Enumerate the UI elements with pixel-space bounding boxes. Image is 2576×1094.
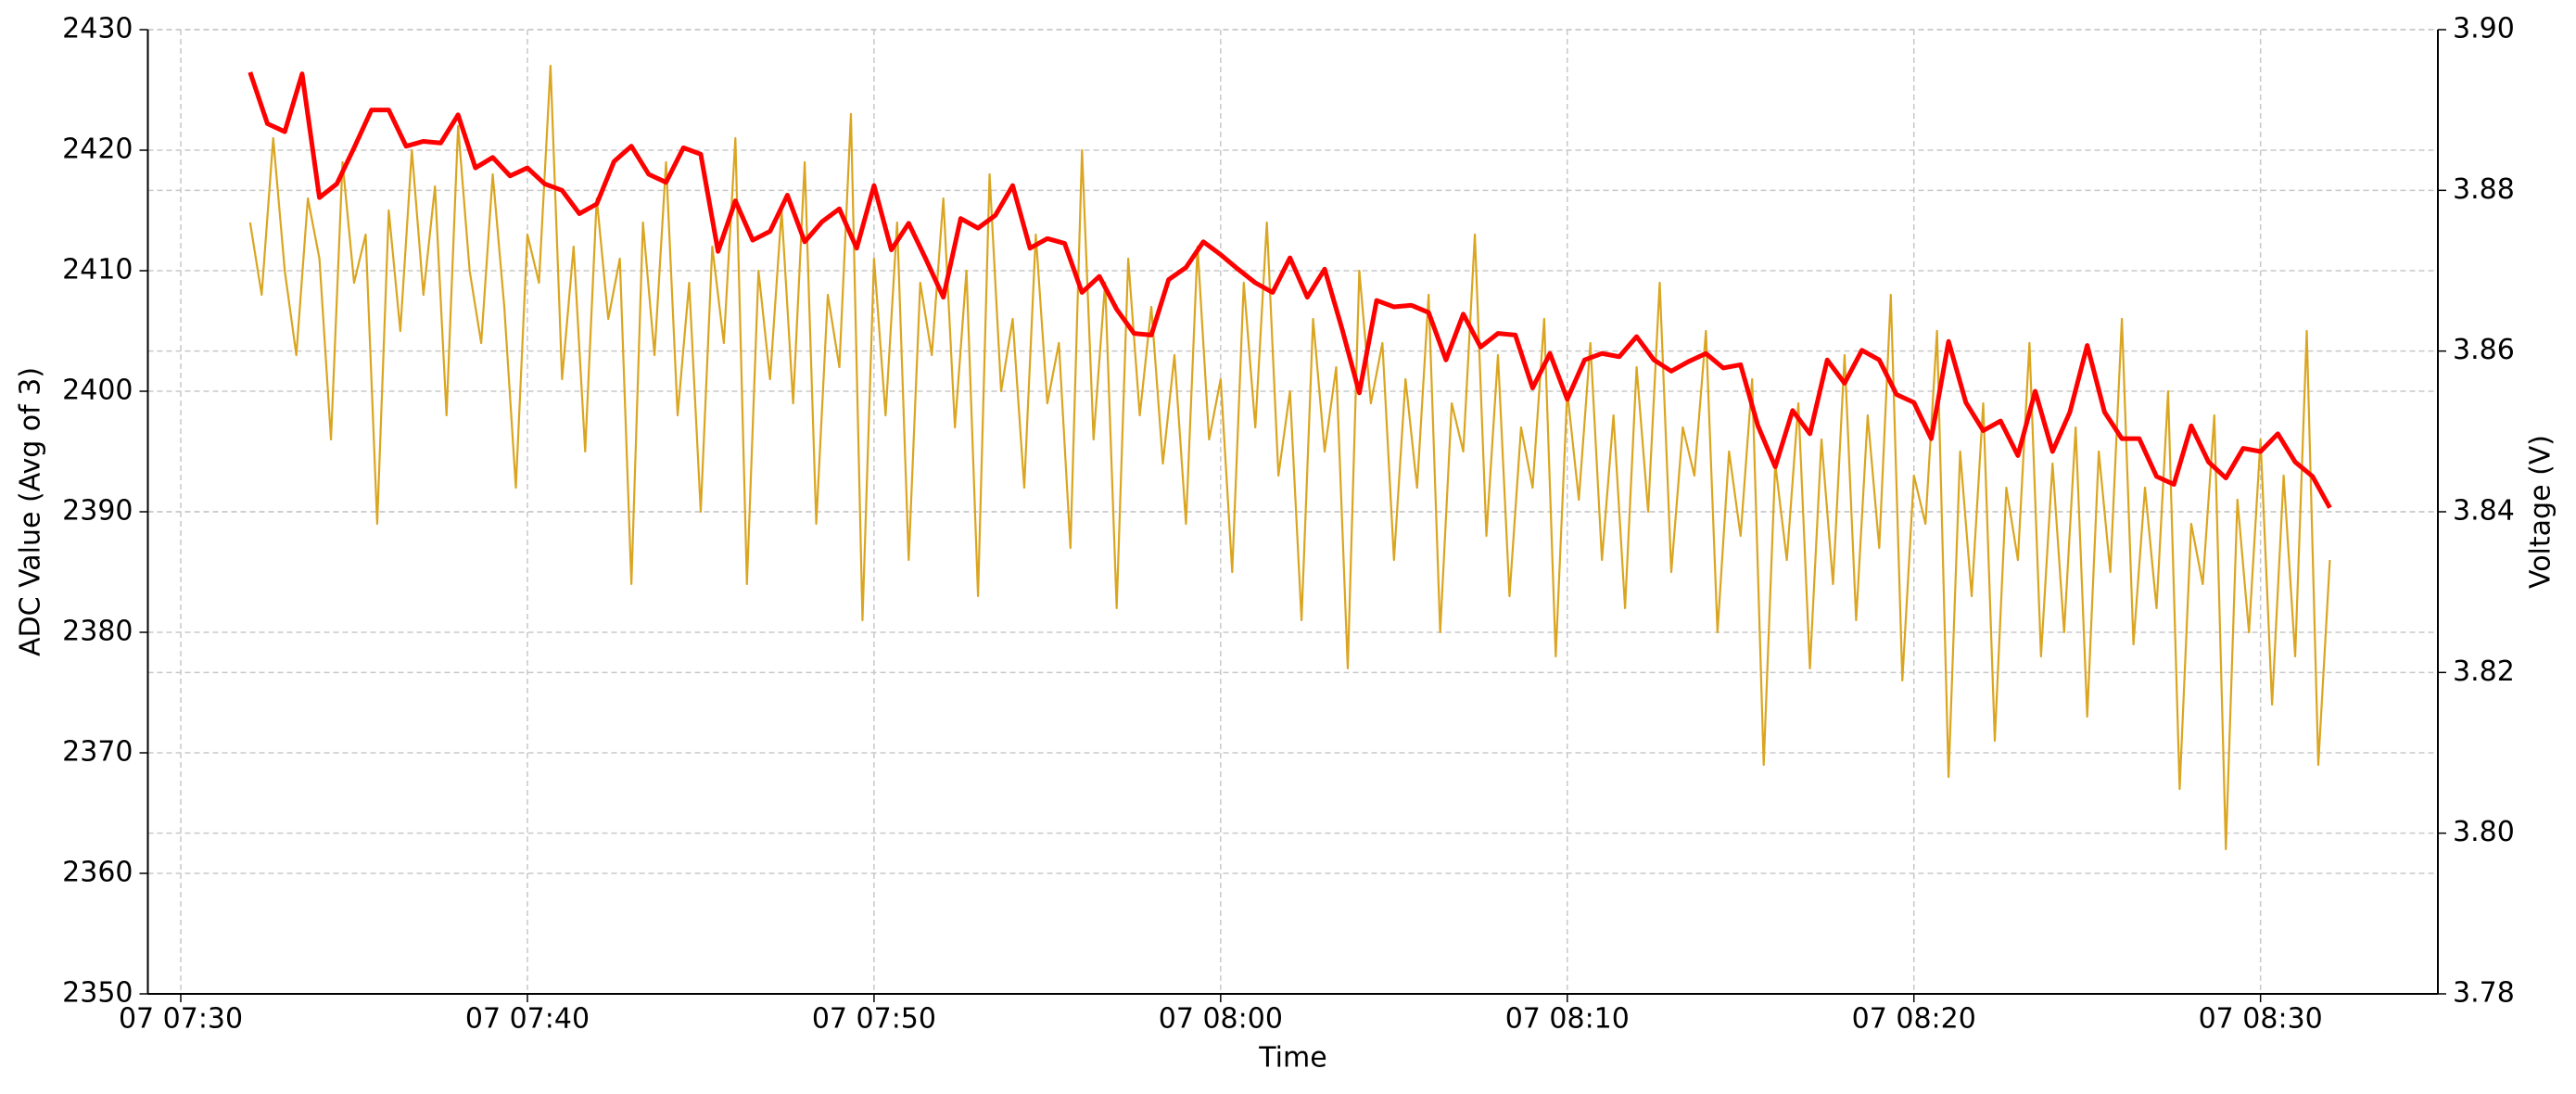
y2-tick-label: 3.82	[2453, 655, 2515, 688]
y2-tick-label: 3.80	[2453, 816, 2515, 848]
y2-tick-label: 3.90	[2453, 13, 2515, 45]
y-axis-title: ADC Value (Avg of 3)	[15, 367, 47, 656]
x-tick-label: 07 07:50	[812, 1003, 936, 1036]
y2-axis-title: Voltage (V)	[2525, 435, 2557, 589]
y-tick-label: 2380	[62, 616, 133, 648]
y-tick-label: 2370	[62, 736, 133, 769]
x-tick-label: 07 08:30	[2199, 1003, 2323, 1036]
y-tick-label: 2360	[62, 857, 133, 889]
x-axis-title: Time	[1258, 1042, 1326, 1075]
y2-tick-label: 3.86	[2453, 334, 2515, 366]
y-tick-label: 2400	[62, 375, 133, 407]
x-tick-label: 07 07:30	[119, 1003, 243, 1036]
x-tick-label: 07 07:40	[465, 1003, 590, 1036]
x-tick-label: 07 08:10	[1505, 1003, 1630, 1036]
y-tick-label: 2420	[62, 134, 133, 166]
x-tick-label: 07 08:00	[1159, 1003, 1283, 1036]
y2-tick-label: 3.84	[2453, 495, 2515, 528]
x-tick-label: 07 08:20	[1852, 1003, 1976, 1036]
y2-tick-label: 3.88	[2453, 173, 2515, 206]
y-tick-label: 2410	[62, 254, 133, 286]
y2-tick-label: 3.78	[2453, 977, 2515, 1010]
data-line	[247, 71, 2332, 509]
y-tick-label: 2390	[62, 495, 133, 528]
y-tick-label: 2350	[62, 977, 133, 1010]
y-tick-label: 2430	[62, 13, 133, 45]
